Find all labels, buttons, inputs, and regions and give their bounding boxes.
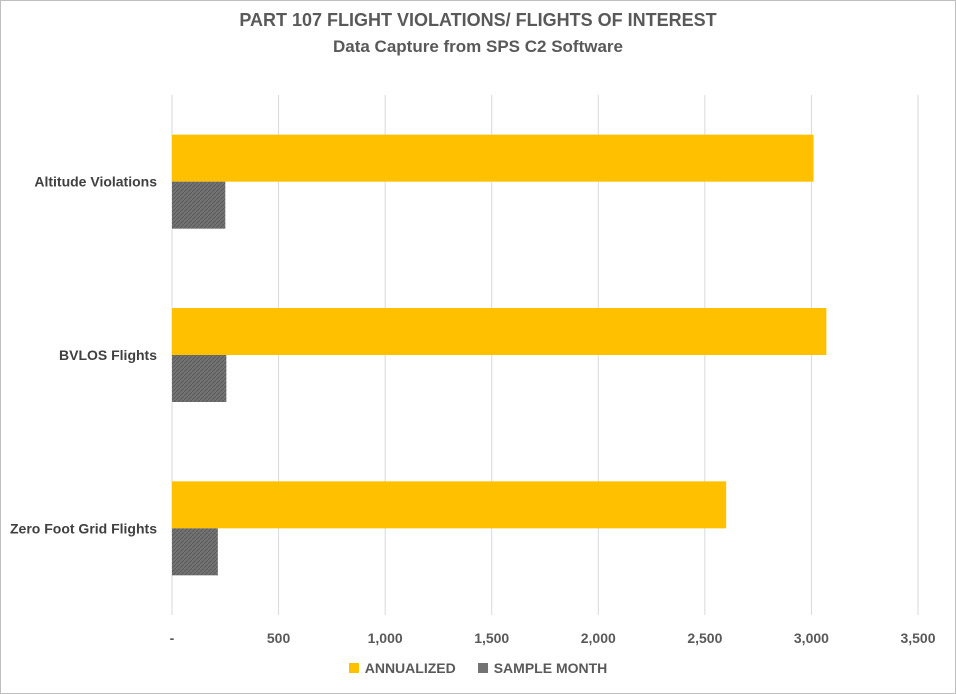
bars [172,134,827,576]
bar-sample-month [172,528,218,576]
legend-item-sample-month: SAMPLE MONTH [477,660,608,676]
legend-label-annualized: ANNUALIZED [364,660,456,676]
category-label: Zero Foot Grid Flights [10,520,157,536]
x-tick-label: 3,500 [900,630,935,646]
bar-annualized [172,481,727,529]
x-tick-label: 500 [267,630,291,646]
legend-label-sample-month: SAMPLE MONTH [493,660,608,676]
bar-sample-month [172,355,227,402]
x-tick-label: 2,000 [581,630,616,646]
legend-swatch-sample-month [477,663,488,673]
x-tick-label: 1,500 [474,630,509,646]
x-tick-label: - [170,630,175,646]
x-tick-label: 1,000 [368,630,403,646]
bar-annualized [172,134,814,182]
bar-sample-month [172,181,226,229]
chart-subtitle: Data Capture from SPS C2 Software [332,37,623,56]
x-tick-label: 3,000 [794,630,829,646]
category-label: BVLOS Flights [59,347,157,363]
chart-title: PART 107 FLIGHT VIOLATIONS/ FLIGHTS OF I… [239,10,717,30]
x-tick-label: 2,500 [687,630,722,646]
category-label: Altitude Violations [34,174,157,190]
legend-item-annualized: ANNUALIZED [348,660,456,676]
legend: ANNUALIZED SAMPLE MONTH [0,660,956,676]
legend-swatch-annualized [348,663,359,673]
axis-labels: - 500 1,000 1,500 2,000 2,500 3,000 3,500 Altitu… [10,174,936,646]
bar-annualized [172,308,827,355]
